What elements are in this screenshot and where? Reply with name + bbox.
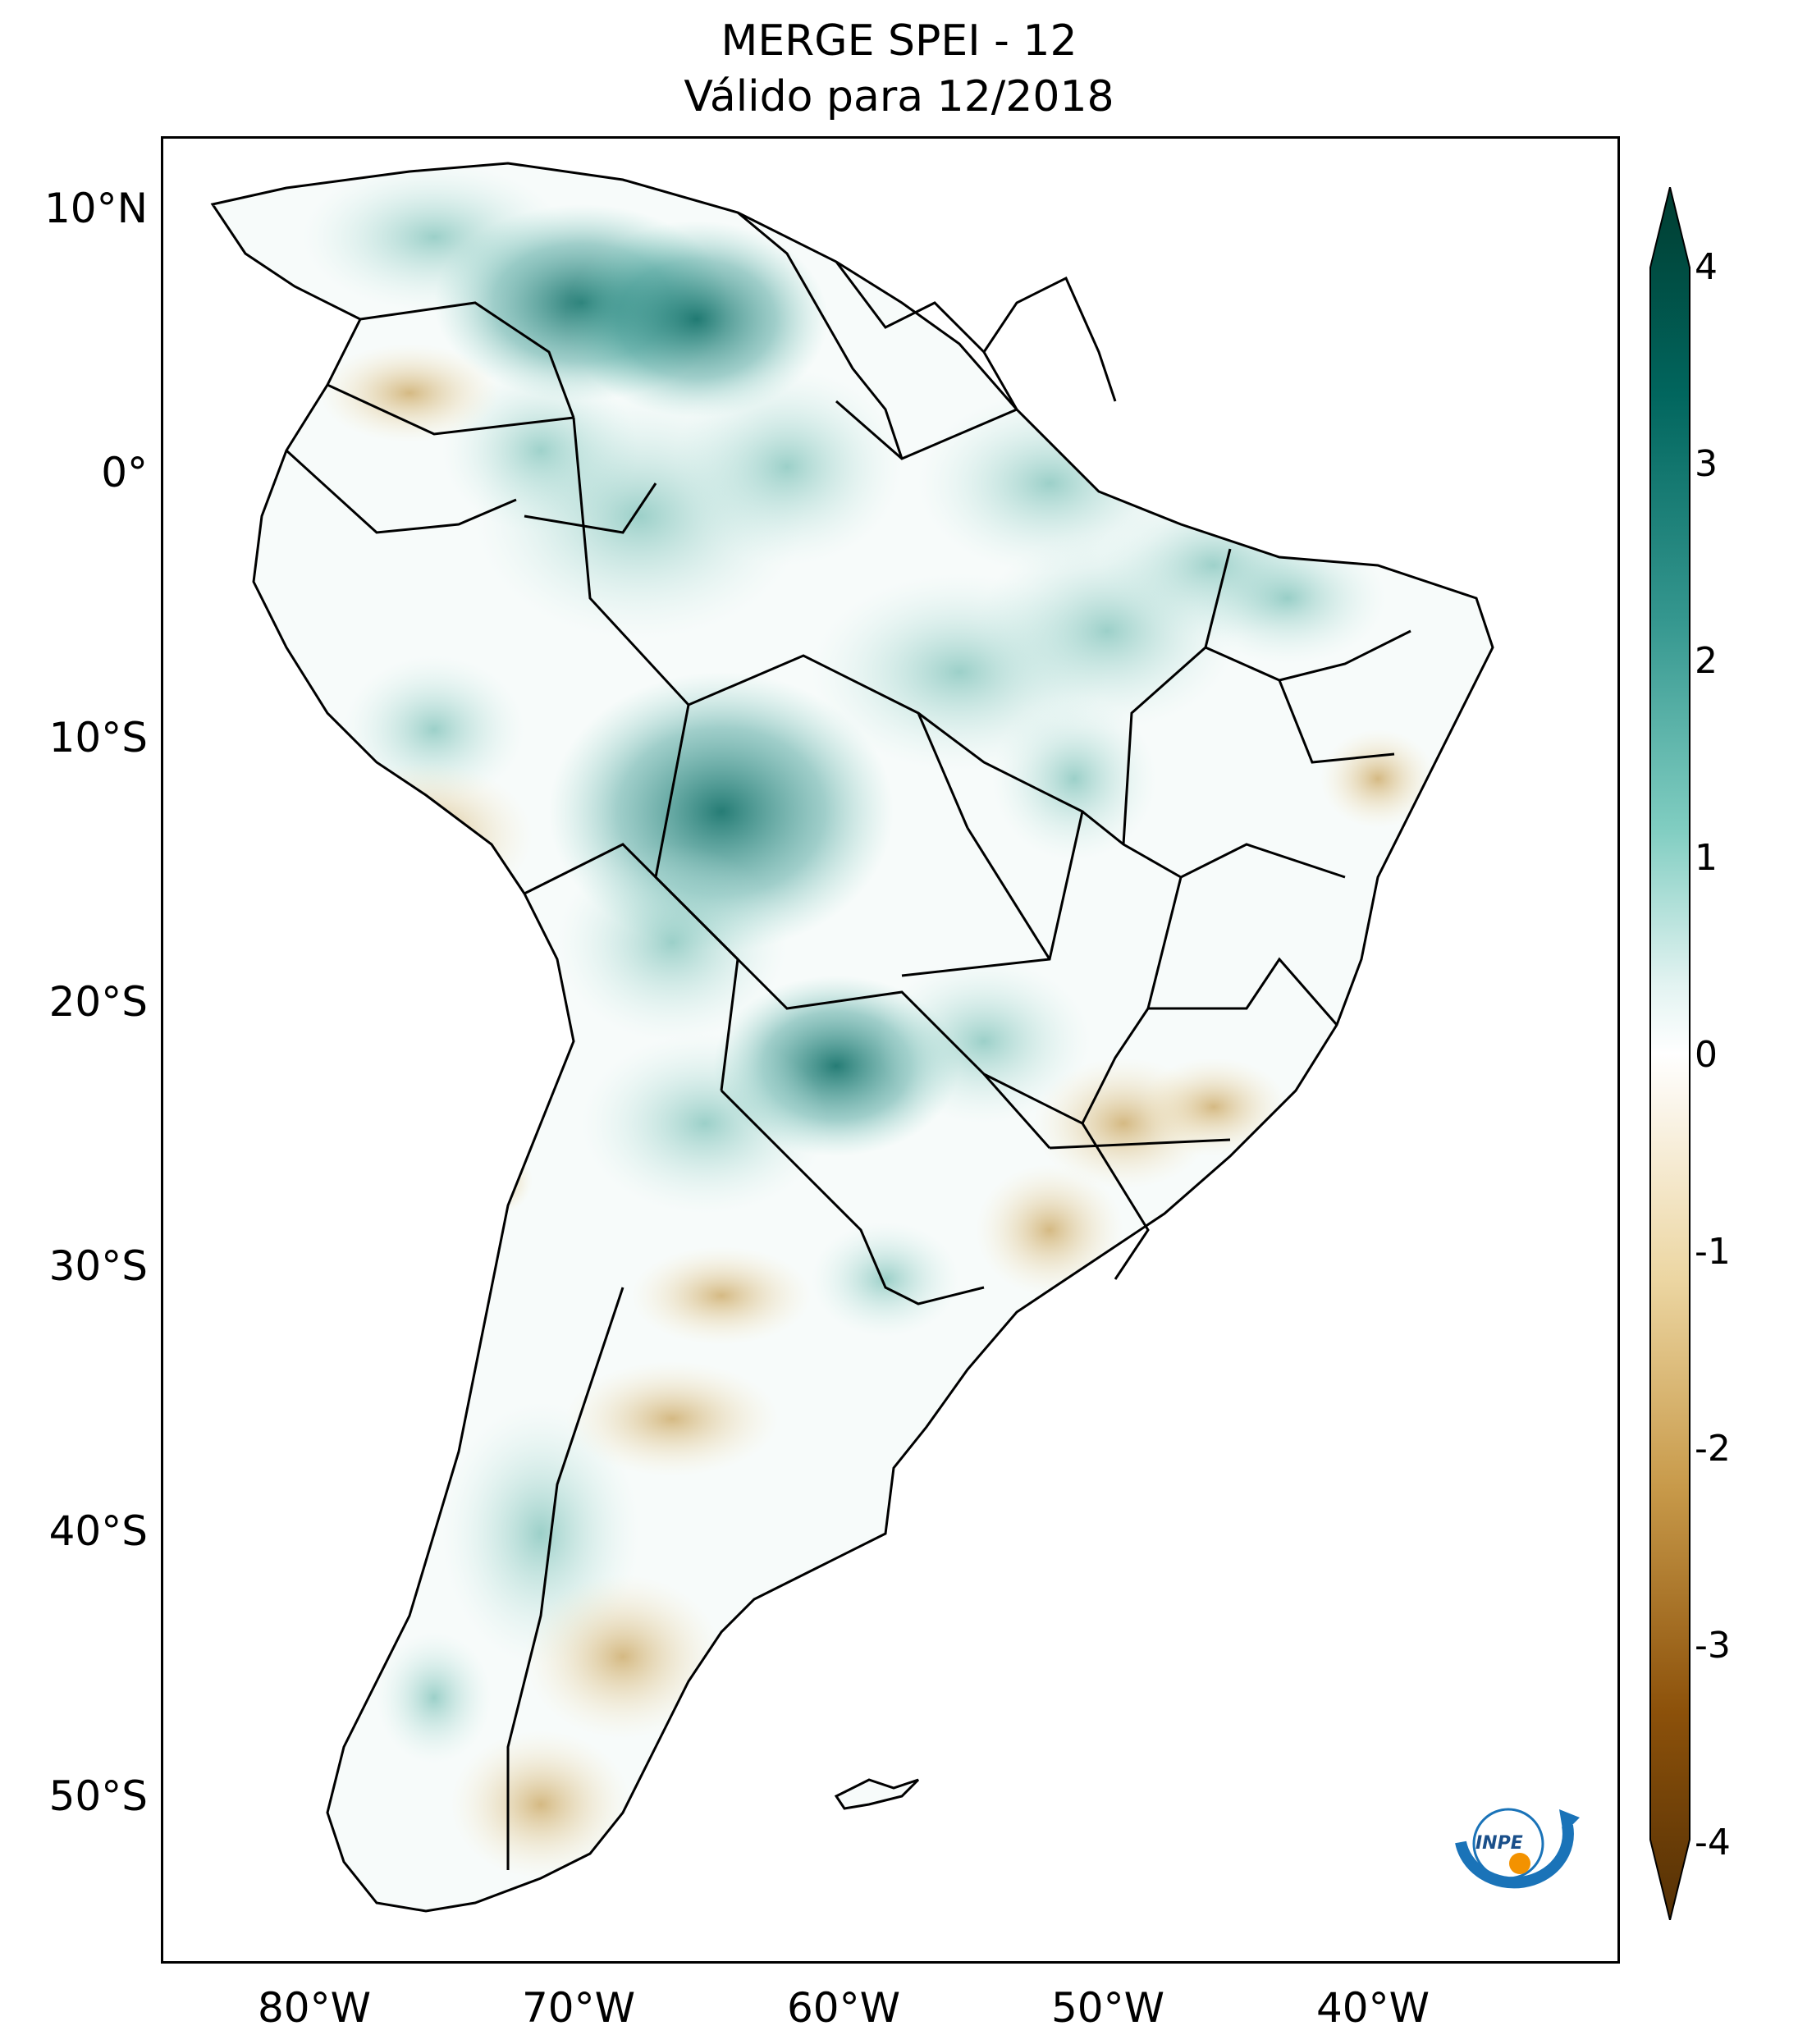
lat-label-50s: 50°S [48, 1772, 148, 1820]
lat-label-20s: 20°S [48, 978, 148, 1026]
inpe-logo: INPE [1444, 1793, 1584, 1891]
colorbar [1649, 187, 1690, 1920]
lon-label-40w: 40°W [1315, 1984, 1430, 2032]
lon-label-50w: 50°W [1050, 1984, 1165, 2032]
lat-label-10n: 10°N [43, 185, 148, 232]
colorbar-tick-2: 2 [1695, 640, 1718, 682]
south-america-map [210, 162, 1494, 1913]
colorbar-tick-neg1: -1 [1695, 1231, 1731, 1273]
map-title: MERGE SPEI - 12 [721, 16, 1077, 66]
lat-label-10s: 10°S [48, 714, 148, 761]
lat-label-30s: 30°S [48, 1242, 148, 1290]
colorbar-tick-4: 4 [1695, 246, 1718, 288]
colorbar-tick-1: 1 [1695, 837, 1718, 879]
spei-field [303, 163, 1435, 1878]
lat-label-0: 0° [101, 449, 148, 496]
lon-label-70w: 70°W [521, 1984, 636, 2032]
country-borders [285, 211, 1411, 1870]
colorbar-tick-3: 3 [1695, 443, 1718, 485]
coastline [210, 162, 1494, 1913]
map-subtitle: Válido para 12/2018 [684, 72, 1114, 121]
colorbar-tick-neg3: -3 [1695, 1625, 1731, 1667]
inpe-logo-text: INPE [1475, 1833, 1523, 1854]
colorbar-tick-neg4: -4 [1695, 1822, 1731, 1863]
colorbar-tick-neg2: -2 [1695, 1428, 1731, 1470]
lat-label-40s: 40°S [48, 1507, 148, 1555]
lon-label-60w: 60°W [786, 1984, 901, 2032]
colorbar-tick-0: 0 [1695, 1034, 1718, 1076]
map-panel [161, 136, 1620, 1964]
lon-label-80w: 80°W [257, 1984, 372, 2032]
falkland-islands [834, 1778, 920, 1810]
